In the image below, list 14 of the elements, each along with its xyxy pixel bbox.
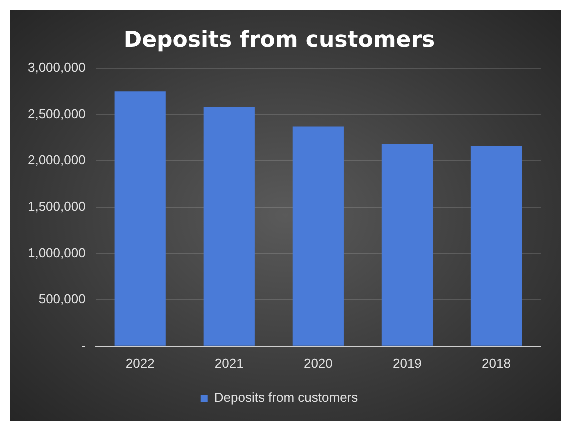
x-tick-label: 2020: [304, 356, 333, 371]
y-tick-label: 500,000: [38, 292, 86, 307]
x-tick-label: 2021: [214, 356, 244, 371]
y-tick-label: 2,000,000: [28, 152, 86, 168]
y-tick-label: 1,500,000: [28, 198, 86, 214]
legend-label: Deposits from customers: [214, 390, 359, 406]
x-tick-label: 2019: [392, 356, 422, 371]
y-tick-label: 2,500,000: [28, 106, 86, 122]
x-tick-label: 2022: [126, 356, 155, 371]
chart-title: Deposits from customers: [124, 28, 436, 53]
y-tick-label: 1,000,000: [28, 245, 86, 260]
x-tick-label: 2018: [482, 356, 511, 371]
y-tick-label: 3,000,000: [28, 60, 86, 75]
y-tick-label: -: [81, 338, 86, 353]
